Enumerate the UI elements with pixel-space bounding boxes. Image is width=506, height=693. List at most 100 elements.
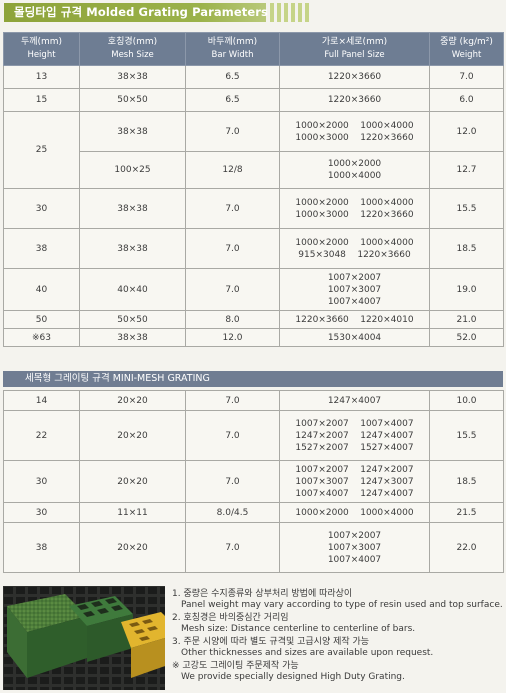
mesh-size-cell: 40×40	[79, 268, 186, 311]
panel-size-line: 1530×4004	[327, 332, 382, 343]
weight-cell: 12.7	[429, 151, 504, 189]
page-title-bar: 몰딩타입 규격 Molded Grating Parameters	[4, 3, 268, 22]
table-row: 30 11×11 8.0/4.5 1000×2000 1000×4000 21.5	[3, 502, 504, 523]
note-1: 1. 중량은 수지종류와 상부처리 방법에 따라상이 Panel weight …	[172, 589, 503, 610]
panel-size-line: 1000×2000 1000×4000	[295, 237, 414, 248]
table-row: 15 50×50 6.5 1220×3660 6.0	[3, 88, 504, 112]
panel-size-cell: 1000×2000 1000×4000 915×3048 1220×3660	[279, 228, 430, 269]
weight-cell: 52.0	[429, 328, 504, 347]
panel-size-line: 1220×3660 1220×4010	[295, 314, 414, 325]
panel-size-line: 1000×3000 1220×3660	[295, 209, 414, 220]
table-row: 100×25 12/8 1000×2000 1000×4000 12.7	[4, 151, 504, 189]
mesh-size-cell: 20×20	[79, 390, 186, 411]
molded-grating-table: 두께(mm) Height 호칭경(mm) Mesh Size 바두께(mm) Bar…	[3, 32, 504, 347]
panel-size-line: 1007×4007	[327, 296, 382, 307]
height-cell: 38	[3, 228, 80, 269]
weight-cell: 7.0	[429, 65, 504, 89]
bar-width-cell: 7.0	[185, 460, 280, 503]
table-row: 25 38×38 7.0 1000×2000 1000×4000 1000×3000 1…	[3, 111, 504, 189]
weight-cell: 15.5	[429, 188, 504, 229]
panel-size-cell: 1007×2007 1007×4007 1247×2007 1247×4007 15…	[279, 410, 430, 461]
panel-size-line: 1007×3007	[327, 284, 382, 295]
mini-mesh-title: 세목형 그레이팅 규격 MINI-MESH GRATING	[25, 373, 210, 384]
panel-size-line: 915×3048 1220×3660	[298, 249, 411, 260]
panel-size-cell: 1247×4007	[279, 390, 430, 411]
grating-product-photo	[3, 586, 165, 690]
height-cell: 30	[3, 460, 80, 503]
note-1-en: Panel weight may vary according to type …	[181, 599, 503, 610]
header-bar-width: 바두께(mm) Bar Width	[185, 32, 280, 66]
table-header-row: 두께(mm) Height 호칭경(mm) Mesh Size 바두께(mm) Bar…	[3, 32, 504, 66]
weight-cell: 21.5	[429, 502, 504, 523]
bar-width-cell: 7.0	[185, 410, 280, 461]
panel-size-line: 1007×3007 1247×3007	[295, 476, 414, 487]
mesh-size-cell: 100×25	[79, 151, 186, 189]
mesh-size-cell: 38×38	[79, 228, 186, 269]
panel-size-cell: 1000×2000 1000×4000	[279, 502, 430, 523]
table-row: 14 20×20 7.0 1247×4007 10.0	[3, 390, 504, 411]
height-cell: 13	[3, 65, 80, 89]
panel-size-cell: 1220×3660	[279, 88, 430, 112]
panel-size-line: 1000×2000 1000×4000	[295, 197, 414, 208]
panel-size-line: 1000×4000	[327, 171, 382, 181]
panel-size-line: 1000×2000 1000×4000	[295, 120, 414, 131]
title-decoration	[270, 3, 309, 22]
panel-size-line: 1247×4007	[327, 395, 382, 406]
weight-cell: 10.0	[429, 390, 504, 411]
panel-size-line: 1007×2007	[327, 530, 382, 541]
panel-size-line: 1007×2007	[327, 272, 382, 283]
bar-width-cell: 7.0	[185, 111, 280, 152]
notes-section: 1. 중량은 수지종류와 상부처리 방법에 따라상이 Panel weight …	[172, 589, 503, 685]
panel-size-line: 1007×3007	[327, 542, 382, 553]
panel-size-cell: 1220×3660	[279, 65, 430, 89]
header-mesh-size: 호칭경(mm) Mesh Size	[79, 32, 186, 66]
mesh-size-cell: 38×38	[79, 65, 186, 89]
bar-width-cell: 8.0	[185, 310, 280, 329]
weight-cell: 18.5	[429, 228, 504, 269]
height-cell: 30	[3, 188, 80, 229]
table-row: 40 40×40 7.0 1007×2007 1007×3007 1007×4007 19.…	[3, 268, 504, 311]
table-row: 38 38×38 7.0 1000×2000 1000×4000 915×3048 12…	[3, 228, 504, 269]
mesh-size-cell: 20×20	[79, 410, 186, 461]
table-row: ※63 38×38 12.0 1530×4004 52.0	[3, 328, 504, 347]
note-1-ko: 1. 중량은 수지종류와 상부처리 방법에 따라상이	[172, 589, 353, 599]
note-2-ko: 2. 호칭경은 바의중심간 거리임	[172, 613, 289, 623]
panel-size-line: 1220×3660	[327, 95, 382, 105]
page-title: 몰딩타입 규격 Molded Grating Parameters	[14, 5, 268, 19]
height-cell: 15	[3, 88, 80, 112]
mesh-size-cell: 20×20	[79, 522, 186, 573]
weight-cell: 22.0	[429, 522, 504, 573]
panel-size-line: 1000×2000 1000×4000	[295, 507, 414, 518]
table-row: 22 20×20 7.0 1007×2007 1007×4007 1247×2007 1…	[3, 410, 504, 461]
bar-width-cell: 12.0	[185, 328, 280, 347]
mesh-size-cell: 20×20	[79, 460, 186, 503]
height-cell: 14	[3, 390, 80, 411]
weight-cell: 15.5	[429, 410, 504, 461]
mini-mesh-section-bar: 세목형 그레이팅 규격 MINI-MESH GRATING	[3, 371, 503, 387]
bar-width-cell: 8.0/4.5	[185, 502, 280, 523]
panel-size-line: 1007×4007 1247×4007	[295, 488, 414, 499]
panel-size-cell: 1007×2007 1247×2007 1007×3007 1247×3007 10…	[279, 460, 430, 503]
table-row: 38 20×20 7.0 1007×2007 1007×3007 1007×4007 22.…	[3, 522, 504, 573]
panel-size-line: 1000×2000	[327, 159, 382, 169]
table-row: 30 38×38 7.0 1000×2000 1000×4000 1000×3000 1…	[3, 188, 504, 229]
weight-cell: 6.0	[429, 88, 504, 112]
bar-width-cell: 6.5	[185, 88, 280, 112]
grating-photo-illustration	[3, 586, 165, 690]
height-cell: 30	[3, 502, 80, 523]
table-row: 13 38×38 6.5 1220×3660 7.0	[3, 65, 504, 89]
height-cell: ※63	[3, 328, 80, 347]
weight-cell: 12.0	[429, 111, 504, 152]
panel-size-cell: 1530×4004	[279, 328, 430, 347]
mesh-size-cell: 38×38	[79, 188, 186, 229]
panel-size-line: 1527×2007 1527×4007	[295, 442, 414, 453]
weight-cell: 19.0	[429, 268, 504, 311]
panel-size-line: 1007×2007 1007×4007	[295, 418, 414, 429]
weight-cell: 21.0	[429, 310, 504, 329]
mesh-size-cell: 11×11	[79, 502, 186, 523]
bar-width-cell: 7.0	[185, 188, 280, 229]
panel-size-cell: 1000×2000 1000×4000 1000×3000 1220×3660	[279, 111, 430, 152]
bar-width-cell: 7.0	[185, 390, 280, 411]
table-row: 50 50×50 8.0 1220×3660 1220×4010 21.0	[3, 310, 504, 329]
height-cell: 22	[3, 410, 80, 461]
